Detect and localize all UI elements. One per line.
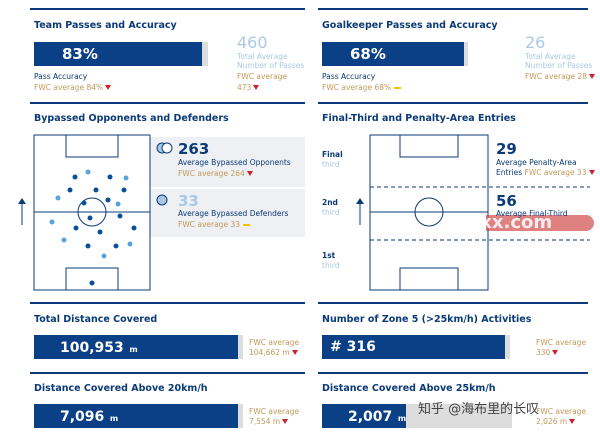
trend bbox=[105, 85, 112, 90]
title: Distance Covered Above 20km/h bbox=[34, 383, 208, 394]
label: Average Final-Third bbox=[496, 209, 568, 218]
trend bbox=[282, 419, 289, 424]
fwc: FWC average 68% bbox=[322, 83, 402, 92]
label: Average Penalty-Area bbox=[496, 158, 577, 167]
fwc-text: 2,026 m bbox=[536, 417, 568, 426]
title: Team Passes and Accuracy bbox=[34, 20, 177, 31]
fwc: FWC average 28 bbox=[525, 72, 595, 81]
total-label: Total Average bbox=[237, 52, 288, 61]
value: 263 bbox=[178, 140, 210, 158]
value: 100,953 m bbox=[34, 335, 238, 359]
watermark: 知乎 @海布里的长叹 bbox=[418, 402, 540, 417]
fwc-text: 7,554 m bbox=[249, 417, 281, 426]
panel bbox=[150, 137, 305, 187]
label: Pass Accuracy bbox=[34, 72, 88, 81]
value: 33 bbox=[178, 192, 199, 210]
fwc: 473 bbox=[237, 83, 260, 92]
fwc-text: FWC average 84% bbox=[34, 83, 104, 92]
value: 56 bbox=[496, 192, 517, 210]
trend bbox=[588, 170, 595, 175]
fwc: FWC average 33 bbox=[525, 168, 595, 177]
fwc-text: FWC average 28 bbox=[525, 72, 587, 81]
fwc-text: 473 bbox=[237, 83, 252, 92]
trend bbox=[246, 171, 253, 176]
title: Goalkeeper Passes and Accuracy bbox=[322, 20, 498, 31]
unit: m bbox=[397, 414, 407, 423]
fwc: 7,554 m bbox=[249, 417, 289, 426]
total-label: Number of Passes bbox=[237, 61, 305, 70]
watermark: cdsxx.com bbox=[446, 212, 553, 233]
separator bbox=[30, 302, 305, 304]
fwc-text: FWC average 68% bbox=[322, 83, 392, 92]
fwc: FWC average bbox=[249, 407, 300, 416]
separator bbox=[318, 8, 588, 10]
label: Entries bbox=[496, 168, 523, 177]
third-label: Final bbox=[322, 150, 343, 159]
value: 7,096 m bbox=[34, 404, 238, 428]
unit: m bbox=[129, 345, 138, 354]
fwc-text: FWC average 33 bbox=[178, 220, 240, 229]
separator bbox=[30, 8, 305, 10]
fwc-text: 330 bbox=[536, 348, 551, 357]
panel bbox=[150, 189, 305, 237]
unit: m bbox=[109, 414, 119, 423]
value: 2,007 m bbox=[322, 404, 406, 428]
fwc: FWC average bbox=[249, 338, 300, 347]
trend bbox=[569, 419, 576, 424]
fwc: FWC average 84% bbox=[34, 83, 112, 92]
title: Bypassed Opponents and Defenders bbox=[34, 113, 229, 124]
fwc: 330 bbox=[536, 348, 559, 357]
trend bbox=[394, 87, 402, 89]
total: 460 bbox=[237, 33, 268, 52]
trend bbox=[552, 350, 559, 355]
title: Distance Covered Above 25km/h bbox=[322, 383, 496, 394]
value-text: 100,953 bbox=[60, 340, 124, 356]
separator bbox=[30, 102, 305, 104]
title: Number of Zone 5 (>25km/h) Activities bbox=[322, 314, 532, 325]
separator bbox=[318, 372, 588, 374]
trend bbox=[253, 85, 260, 90]
total: 26 bbox=[525, 33, 546, 52]
fwc-text: 104,662 m bbox=[249, 348, 290, 357]
title: Total Distance Covered bbox=[34, 314, 158, 325]
fwc: FWC average 33 bbox=[178, 220, 250, 229]
label: Average Bypassed Defenders bbox=[178, 209, 289, 218]
fwc-text: FWC average 33 bbox=[524, 168, 587, 177]
value-text: 7,096 bbox=[60, 409, 105, 425]
value: 29 bbox=[496, 140, 517, 158]
fwc: FWC average bbox=[237, 72, 288, 81]
label: Average Bypassed Opponents bbox=[178, 158, 291, 167]
title: Final-Third and Penalty-Area Entries bbox=[322, 113, 516, 124]
trend bbox=[242, 224, 250, 226]
total-label: Number of Passes bbox=[525, 61, 593, 70]
label: Pass Accuracy bbox=[322, 72, 376, 81]
value: 68% bbox=[322, 42, 464, 66]
value: # 316 bbox=[322, 335, 505, 359]
fwc-text: FWC average 264 bbox=[178, 169, 245, 178]
fwc: FWC average bbox=[536, 338, 587, 347]
third-label: third bbox=[322, 208, 340, 217]
value: 83% bbox=[34, 42, 202, 66]
third-label: third bbox=[322, 160, 340, 169]
third-label: 1st bbox=[322, 251, 336, 260]
trend bbox=[291, 350, 298, 355]
label: Entries FWC average 33 bbox=[496, 168, 595, 177]
fwc: 2,026 m bbox=[536, 417, 576, 426]
fwc: FWC average bbox=[536, 407, 587, 416]
value-text: 2,007 bbox=[348, 409, 393, 425]
third-label: 2nd bbox=[322, 198, 338, 207]
separator bbox=[30, 372, 305, 374]
total-label: Total Average bbox=[525, 52, 576, 61]
trend bbox=[588, 74, 595, 79]
separator bbox=[318, 102, 588, 104]
fwc: FWC average 264 bbox=[178, 169, 253, 178]
fwc: 104,662 m bbox=[249, 348, 298, 357]
separator bbox=[318, 302, 588, 304]
third-label: third bbox=[322, 261, 340, 270]
